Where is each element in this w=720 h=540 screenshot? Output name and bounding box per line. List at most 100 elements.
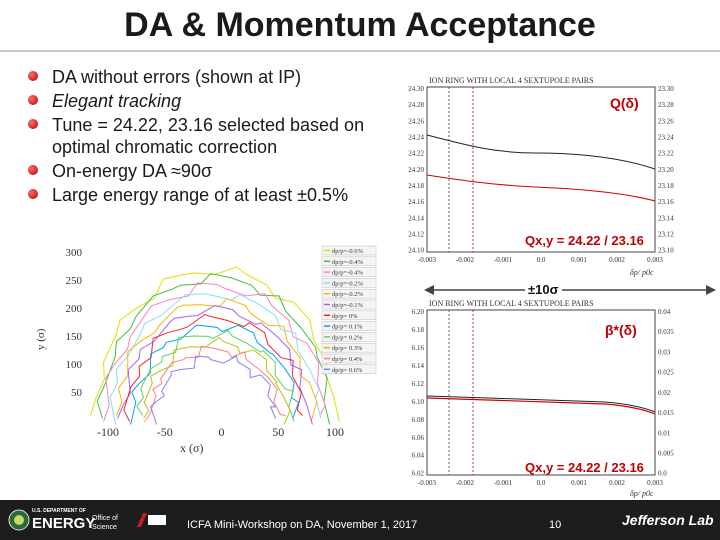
da-legend-entry — [321, 310, 377, 321]
tune-x-tick-label: 0.001 — [571, 256, 587, 264]
tune-y-right-tick-label: 23.12 — [658, 231, 674, 239]
tune-y-left-tick-label: 24.28 — [408, 101, 424, 109]
da-curve — [117, 304, 313, 425]
tune-y-left-tick-label: 24.30 — [408, 85, 424, 93]
beta-y-right-tick-label: 0.0 — [658, 470, 667, 478]
jsa-logo-icon — [137, 513, 166, 527]
da-legend-label: dp/p=-0.4% — [332, 270, 364, 277]
beta-y-right-tick-label: 0.035 — [658, 328, 674, 336]
bullet-text: Tune = 24.22, 23.16 selected based on op… — [52, 115, 365, 157]
bullet-dot-icon — [28, 119, 38, 129]
da-plot: 300 250 200 150 100 50 -100 -50 0 50 100 dp/p=-0.… — [30, 240, 385, 455]
slide-title: DA & Momentum Acceptance — [124, 6, 596, 44]
da-legend-label: dp/p= 0.3% — [332, 345, 363, 352]
da-legend-entry — [321, 342, 377, 353]
tune-y-left-tick-label: 24.10 — [408, 247, 424, 255]
da-y-tick-label: 250 — [66, 275, 83, 287]
da-y-tick-label: 300 — [66, 247, 83, 259]
tune-y-right-tick-label: 23.22 — [658, 150, 674, 158]
tune-x-tick-label: 0.0 — [537, 256, 546, 264]
da-curve — [150, 355, 277, 425]
beta-y-left-ticks: 6.20 6.18 6.16 6.14 6.12 6.10 6.08 6.06 6.04 6.02 — [412, 308, 425, 478]
beta-y-left-tick-label: 6.10 — [412, 398, 425, 406]
footer: U.S. DEPARTMENT OF ENERGY Office of Scie… — [0, 500, 720, 540]
da-legend-label: dp/p=-0.2% — [332, 291, 364, 298]
bullet-text: On-energy DA ≈90σ — [52, 161, 213, 181]
tune-plot-header: ION RING WITH LOCAL 4 SEXTUPOLE PAIRS — [429, 76, 594, 85]
beta-x-tick-label: 0.003 — [647, 479, 663, 487]
beta-x-tick-label: -0.003 — [418, 479, 437, 487]
da-plot-svg: 300 250 200 150 100 50 -100 -50 0 50 100 dp/p=-0.… — [35, 245, 377, 455]
da-legend-entry — [321, 245, 377, 256]
tune-x-ticks: -0.003 -0.002 -0.001 0.0 0.001 0.002 0.003 — [418, 256, 663, 264]
tune-y-right-tick-label: 23.28 — [658, 101, 674, 109]
tune-x-label: δp/ p0c — [630, 268, 654, 277]
da-x-tick-label: 0 — [219, 425, 225, 439]
tune-x-tick-label: -0.002 — [456, 256, 475, 264]
da-legend-entry — [321, 299, 377, 310]
da-legend-label: dp/p= 0.6% — [332, 367, 363, 374]
da-x-tick-label: -50 — [157, 425, 173, 439]
bullet-dot-icon — [28, 165, 38, 175]
da-curves — [90, 266, 340, 425]
beta-plot-svg: ION RING WITH LOCAL 4 SEXTUPOLE PAIRS 6.… — [412, 299, 675, 498]
bullet-dot-icon — [28, 95, 38, 105]
da-legend-entry — [321, 288, 377, 299]
tune-plot-frame — [426, 86, 656, 253]
beta-y-right-tick-label: 0.04 — [658, 308, 671, 316]
da-x-label: x (σ) — [180, 441, 203, 455]
bullet-item: On-energy DA ≈90σ — [28, 160, 388, 182]
da-y-ticks: 300 250 200 150 100 50 — [66, 247, 83, 399]
tune-y-left-ticks: 24.30 24.28 24.26 24.24 24.22 24.20 24.18 24.16… — [408, 85, 424, 255]
da-curve — [109, 293, 322, 425]
da-x-tick-label: 100 — [326, 425, 344, 439]
da-legend-entry — [321, 278, 377, 288]
tune-y-left-tick-label: 24.14 — [408, 214, 424, 222]
beta-y-curve — [426, 397, 656, 415]
tune-y-left-tick-label: 24.18 — [408, 182, 424, 190]
tune-y-right-tick-label: 23.18 — [658, 182, 674, 190]
bullet-text: Elegant tracking — [52, 91, 182, 111]
tune-y-left-tick-label: 24.24 — [408, 134, 424, 142]
tune-plot-caption: Qx,y = 24.22 / 23.16 — [525, 233, 644, 248]
tune-y-left-tick-label: 24.20 — [408, 166, 424, 174]
da-legend-label: dp/p= 0.2% — [332, 334, 363, 341]
beta-y-left-tick-label: 6.20 — [412, 308, 425, 316]
title-bar: DA & Momentum Acceptance — [0, 0, 720, 52]
da-curve — [144, 345, 286, 422]
tune-x-tick-label: -0.003 — [418, 256, 437, 264]
da-curve — [123, 313, 303, 422]
da-y-tick-label: 100 — [66, 359, 83, 371]
da-curve — [103, 282, 326, 422]
da-x-tick-label: 50 — [272, 425, 284, 439]
tune-x-tick-label: 0.002 — [609, 256, 625, 264]
bullet-item: Elegant tracking — [28, 90, 388, 112]
beta-y-left-tick-label: 6.12 — [412, 380, 425, 388]
da-curve — [96, 272, 331, 425]
beta-y-right-ticks: 0.04 0.035 0.03 0.025 0.02 0.015 0.01 0.005 0.0 — [658, 308, 674, 478]
da-y-label: y (σ) — [35, 328, 47, 350]
da-legend-entry — [321, 256, 377, 267]
tune-y-right-tick-label: 23.14 — [658, 214, 674, 222]
da-y-tick-label: 50 — [71, 387, 83, 399]
beta-x-tick-label: 0.001 — [571, 479, 587, 487]
tune-y-right-tick-label: 23.10 — [658, 247, 674, 255]
bullet-text: Large energy range of at least ±0.5% — [52, 185, 349, 205]
beta-y-right-tick-label: 0.005 — [658, 449, 674, 457]
tune-y-left-tick-label: 24.16 — [408, 198, 424, 206]
range-arrow-label: ±10σ — [525, 282, 562, 297]
qy-curve — [426, 174, 656, 202]
bullet-list: DA without errors (shown at IP) Elegant … — [28, 66, 388, 208]
beta-plot-frame — [426, 309, 656, 476]
tune-plot-label: Q(δ) — [610, 95, 639, 111]
beta-x-tick-label: -0.001 — [494, 479, 513, 487]
beta-x-label: δp/ p0c — [630, 489, 654, 498]
beta-x-tick-label: 0.0 — [537, 479, 546, 487]
da-y-tick-label: 200 — [66, 303, 83, 315]
tune-x-tick-label: -0.001 — [494, 256, 513, 264]
tune-y-right-tick-label: 23.26 — [658, 117, 674, 125]
da-legend-label: dp/p=-0.4% — [332, 259, 364, 266]
tune-y-right-tick-label: 23.24 — [658, 134, 674, 142]
office-text: Office of Science — [92, 515, 118, 531]
da-legend-label: dp/p= 0.1% — [332, 324, 363, 331]
